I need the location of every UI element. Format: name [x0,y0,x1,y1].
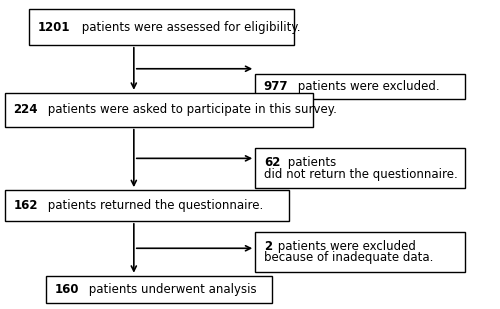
Text: patients were assessed for eligibility.: patients were assessed for eligibility. [78,20,300,34]
Text: 977: 977 [264,80,288,93]
Bar [255,74,464,99]
Text: 224: 224 [14,103,38,116]
Text: 2: 2 [264,240,272,253]
Text: patients were asked to participate in this survey.: patients were asked to participate in th… [44,103,337,116]
Bar [46,276,272,303]
Text: patients: patients [284,156,337,169]
Bar [5,190,289,221]
Text: 62: 62 [264,156,280,169]
Text: patients were excluded.: patients were excluded. [294,80,440,93]
Text: did not return the questionnaire.: did not return the questionnaire. [264,167,458,180]
Text: patients returned the questionnaire.: patients returned the questionnaire. [44,199,263,212]
Text: 162: 162 [14,199,38,212]
Bar [5,93,313,127]
Text: 160: 160 [54,283,79,296]
Bar [255,232,464,272]
Bar [255,148,464,188]
Text: because of inadequate data.: because of inadequate data. [264,251,433,264]
Bar [29,9,293,45]
Text: patients underwent analysis: patients underwent analysis [85,283,256,296]
Text: 1201: 1201 [38,20,70,34]
Text: patients were excluded: patients were excluded [274,240,416,253]
